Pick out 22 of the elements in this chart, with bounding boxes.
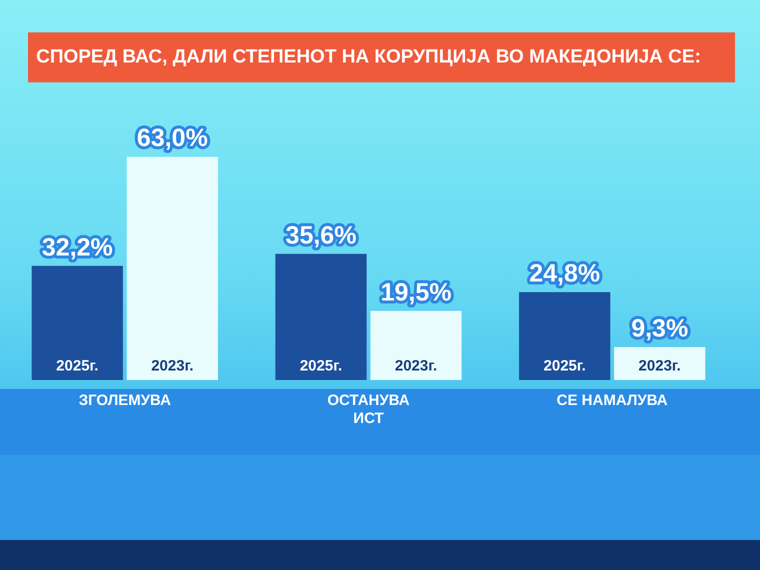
x-tick-label: СЕ НАМАЛУВА — [556, 392, 668, 410]
bar — [614, 347, 706, 380]
bar — [126, 156, 218, 380]
data-label: 24,8% — [529, 260, 600, 288]
data-label: 32,2% — [42, 233, 113, 262]
bar — [275, 254, 367, 380]
series-label: 2023г. — [151, 358, 194, 375]
text: 2025г. — [544, 358, 586, 375]
text: 2023г. — [394, 358, 438, 375]
series-label: 2025г. — [56, 358, 98, 375]
bar — [370, 310, 462, 380]
text: 2025г. — [300, 358, 342, 375]
x-tick-label: ОСТАНУВА ИСТ — [327, 392, 410, 428]
bar — [32, 266, 123, 380]
data-label: 35,6% — [286, 221, 356, 250]
x-tick-label: ЗГОЛЕМУВА — [78, 392, 172, 410]
data-label: 63,0% — [136, 124, 208, 152]
data-label: 19,5% — [380, 278, 452, 306]
data-label: 9,3% — [631, 314, 688, 342]
bar — [519, 292, 610, 380]
chart-title: СПОРЕД ВАС, ДАЛИ СТЕПЕНОТ НА КОРУПЦИЈА ВО МАКЕДОНИЈА СЕ: — [36, 46, 701, 68]
text: 2023г. — [638, 358, 681, 375]
